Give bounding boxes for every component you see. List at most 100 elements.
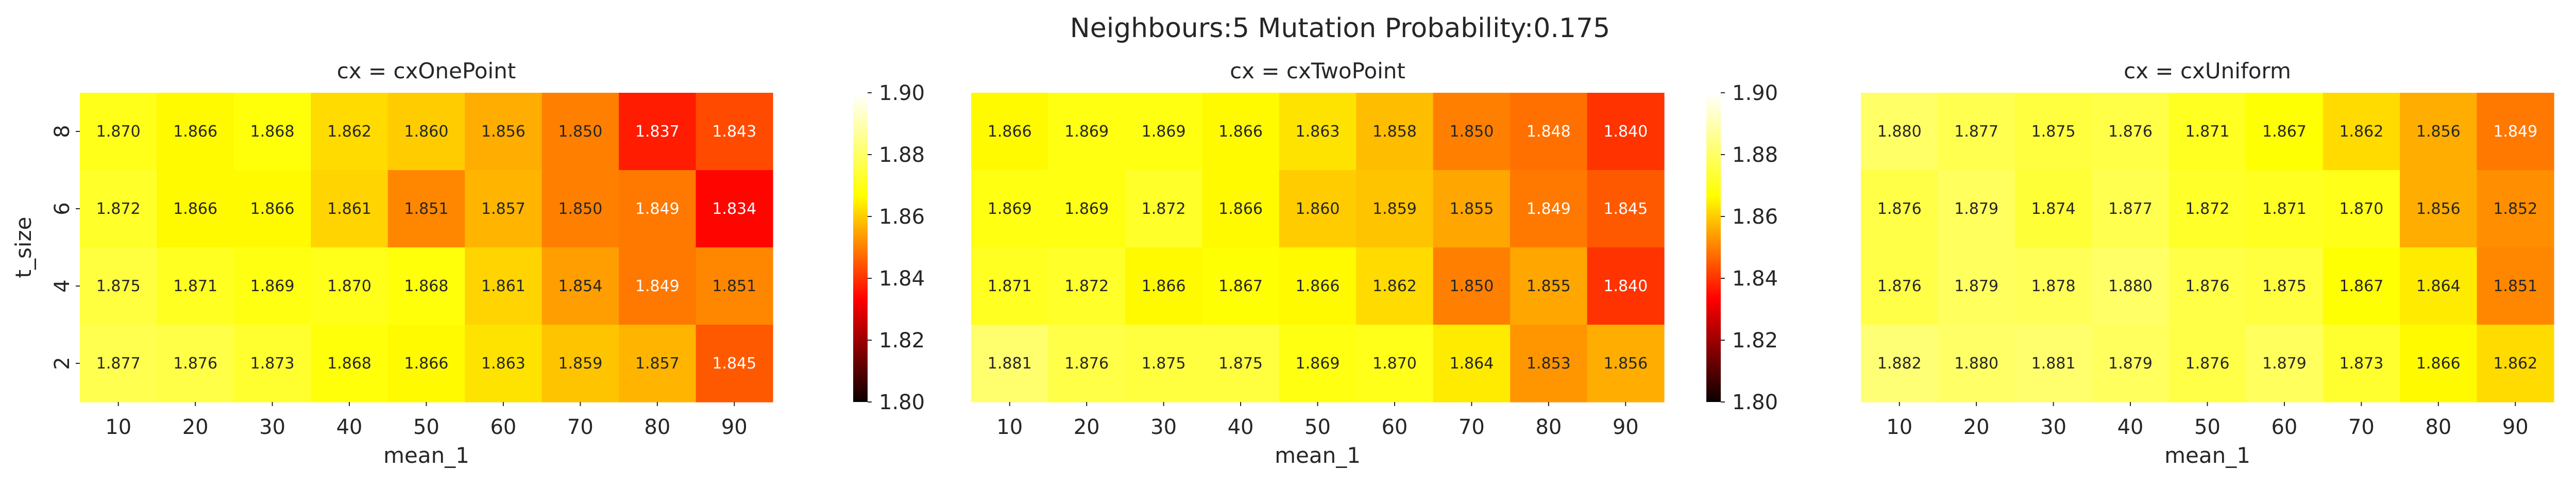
cell-value-label: 1.857 [481, 200, 526, 218]
x-tick-label: 60 [2271, 415, 2297, 439]
x-tick-label: 20 [182, 415, 209, 439]
heatmap-cell [971, 325, 1049, 403]
cell-value-label: 1.866 [988, 123, 1032, 141]
heatmap-cell [2168, 325, 2246, 403]
heatmap-cell [1433, 247, 1511, 325]
heatmap-cell [233, 170, 311, 248]
heatmap-cell [80, 247, 158, 325]
cell-value-label: 1.872 [2185, 200, 2230, 218]
heatmap-cell [2323, 247, 2400, 325]
panel-title: cx = cxOnePoint [337, 58, 516, 83]
cell-value-label: 1.875 [1142, 355, 1186, 373]
cell-value-label: 1.868 [404, 277, 449, 295]
heatmap-cell [387, 247, 465, 325]
cell-value-label: 1.855 [1449, 200, 1494, 218]
cell-value-label: 1.881 [2031, 355, 2076, 373]
cell-value-label: 1.866 [1218, 200, 1263, 218]
heatmap-cell [1510, 93, 1588, 171]
cell-value-label: 1.849 [1527, 200, 1571, 218]
heatmap-cell [311, 325, 388, 403]
cell-value-label: 1.880 [1954, 355, 1998, 373]
x-tick-label: 90 [1613, 415, 1639, 439]
x-tick-label: 10 [996, 415, 1023, 439]
colorbar-tick-label: 1.86 [1732, 205, 1778, 229]
cell-value-label: 1.869 [1064, 200, 1109, 218]
cell-value-label: 1.870 [2339, 200, 2383, 218]
heatmap-cell [1356, 325, 1434, 403]
cell-value-label: 1.879 [2108, 355, 2153, 373]
y-axis-label: t_size [11, 217, 36, 278]
cell-value-label: 1.855 [1527, 277, 1571, 295]
cell-value-label: 1.863 [1296, 123, 1340, 141]
cell-value-label: 1.859 [1372, 200, 1417, 218]
heatmap-cell [2323, 325, 2400, 403]
cell-value-label: 1.850 [558, 123, 602, 141]
heatmap-cell [311, 247, 388, 325]
cell-value-label: 1.877 [96, 355, 141, 373]
colorbar-tick-label: 1.90 [1732, 81, 1778, 105]
cell-value-label: 1.850 [1449, 123, 1494, 141]
heatmap-cell [541, 93, 619, 171]
cell-value-label: 1.856 [2416, 200, 2461, 218]
heatmap-cell [1202, 325, 1280, 403]
heatmap-cell [1356, 170, 1434, 248]
heatmap-cell [311, 93, 388, 171]
y-tick-label: 2 [50, 357, 74, 370]
heatmap-cell [465, 93, 543, 171]
heatmap-cell [619, 93, 697, 171]
x-tick-label: 90 [2502, 415, 2529, 439]
cell-value-label: 1.877 [2108, 200, 2153, 218]
heatmap-cell [233, 247, 311, 325]
cell-value-label: 1.866 [1218, 123, 1263, 141]
heatmap-cell [1587, 325, 1665, 403]
heatmap-cell [696, 325, 773, 403]
cell-value-label: 1.861 [327, 200, 371, 218]
heatmap-cell [971, 247, 1049, 325]
cell-value-label: 1.867 [1218, 277, 1263, 295]
heatmap-cell [2246, 93, 2324, 171]
heatmap-cell [2477, 93, 2554, 171]
heatmap-cell [1125, 93, 1202, 171]
cell-value-label: 1.856 [2416, 123, 2461, 141]
heatmap-cell [1125, 325, 1202, 403]
heatmap-cell [1938, 170, 2015, 248]
heatmap-cell [541, 247, 619, 325]
x-tick-label: 30 [1150, 415, 1177, 439]
heatmap-cell [157, 247, 234, 325]
cell-value-label: 1.875 [2262, 277, 2307, 295]
heatmap-cell [1202, 170, 1280, 248]
x-tick-label: 80 [1535, 415, 1562, 439]
heatmap-panels: cx = cxOnePoint 1.870 1.866 1.868 1.86 2 1.860… [11, 58, 2554, 468]
cell-value-label: 1.882 [1877, 355, 1922, 373]
cell-value-label: 1.875 [96, 277, 141, 295]
cell-value-label: 1.871 [2185, 123, 2230, 141]
cell-value-label: 1.863 [481, 355, 526, 373]
cell-value-label: 1.849 [635, 200, 680, 218]
heatmap-cell [1202, 93, 1280, 171]
y-tick-label: 6 [50, 202, 74, 215]
cell-value-label: 1.876 [1877, 200, 1922, 218]
heatmap-cell [1202, 247, 1280, 325]
cell-value-label: 1.849 [635, 277, 680, 295]
heatmap-cell [2323, 93, 2400, 171]
x-tick-label: 40 [1228, 415, 1254, 439]
x-axis-label: mean_1 [1275, 443, 1361, 468]
cell-value-label: 1.850 [558, 200, 602, 218]
x-tick-label: 60 [1381, 415, 1408, 439]
cell-value-label: 1.879 [1954, 200, 1998, 218]
heatmap-cell [2477, 170, 2554, 248]
cell-value-label: 1.880 [1877, 123, 1922, 141]
heatmap-cell [2168, 247, 2246, 325]
heatmap-cell [696, 247, 773, 325]
colorbar-tick-label: 1.80 [1732, 391, 1778, 414]
cell-value-label: 1.866 [1142, 277, 1186, 295]
cell-value-label: 1.869 [1296, 355, 1340, 373]
x-tick-label: 80 [644, 415, 670, 439]
cell-value-label: 1.867 [2339, 277, 2383, 295]
cell-value-label: 1.876 [2185, 355, 2230, 373]
cell-value-label: 1.876 [1877, 277, 1922, 295]
cell-value-label: 1.860 [404, 123, 449, 141]
cell-value-label: 1.877 [1954, 123, 1998, 141]
